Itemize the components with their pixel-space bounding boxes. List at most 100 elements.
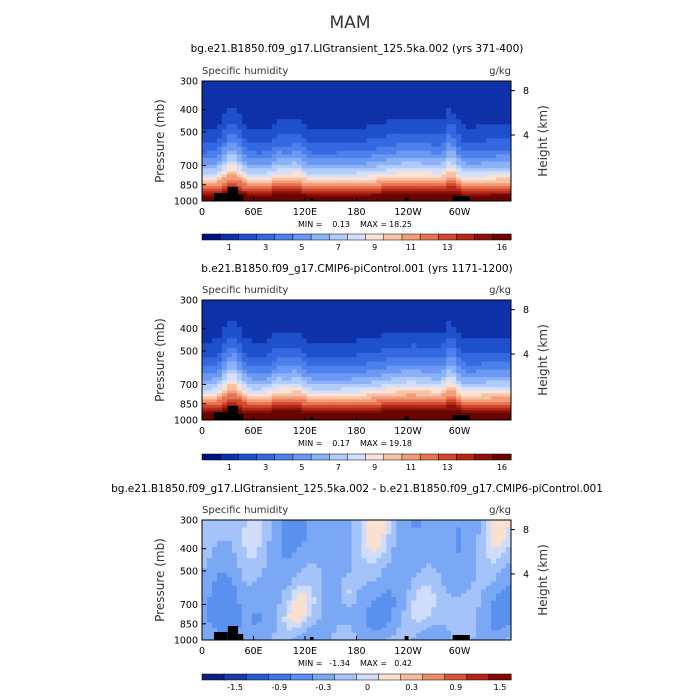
contour-cell [202,343,208,349]
contour-cell [376,138,382,144]
contour-cell [211,171,218,175]
contour-cell [496,185,502,190]
colorbar-swatch [201,233,221,241]
contour-cell [426,307,432,315]
colorbar-swatch [365,233,385,241]
contour-cell [246,361,253,367]
contour-cell [481,129,487,135]
contour-cell [506,365,512,371]
contour-cell [381,402,387,406]
contour-cell [296,161,303,166]
contour-cell [331,161,337,166]
contour-cell [326,101,332,109]
contour-cell [236,314,243,322]
contour-cell [491,390,497,394]
contour-cell [276,146,283,152]
contour-cell [231,589,238,594]
contour-cell [391,150,397,155]
contour-cell [506,171,512,175]
contour-cell [386,142,392,148]
contour-cell [291,196,298,200]
contour-cell [501,377,507,381]
contour-cell [256,348,263,354]
contour-cell [286,365,293,371]
contour-cell [271,307,278,315]
contour-cell [236,332,243,339]
contour-cell [446,129,452,135]
contour-cell [231,133,238,139]
contour-cell [306,520,313,528]
contour-cell [211,161,218,166]
contour-cell [216,410,223,414]
contour-cell [491,369,497,374]
contour-cell [241,307,248,315]
units-label: g/kg [489,505,511,516]
contour-cell [491,119,497,125]
contour-cell [276,81,283,89]
contour-cell [401,193,407,197]
contour-cell [206,158,213,162]
contour-cell [311,161,318,166]
contour-cell [451,119,457,125]
contour-cell [202,520,208,528]
contour-cell [226,146,233,152]
contour-cell [321,520,327,528]
contour-cell [386,552,392,559]
contour-cell [241,568,248,574]
contour-cell [386,540,392,548]
contour-cell [371,630,377,634]
contour-cell [286,637,293,641]
contour-cell [486,81,492,89]
contour-cell [431,380,437,385]
contour-cell [396,369,402,374]
contour-cell [431,417,437,421]
contour-cell [466,146,472,152]
contour-cell [281,146,288,152]
contour-cell [391,396,397,400]
contour-cell [202,365,208,371]
contour-cell [206,138,213,144]
contour-cell [371,527,377,535]
contour-cell [351,600,357,605]
contour-cell [301,520,308,528]
contour-cell [301,393,308,397]
contour-cell [486,361,492,367]
contour-cell [376,183,382,187]
contour-cell [216,607,223,611]
contour-cell [501,332,507,339]
contour-cell [411,81,417,89]
contour-cell [286,198,293,202]
contour-cell [361,327,367,334]
contour-cell [351,568,357,574]
contour-cell [331,402,337,406]
contour-cell [296,198,303,202]
contour-cell [246,183,253,187]
contour-cell [231,593,238,598]
contour-cell [356,133,362,139]
contour-cell [311,158,318,162]
contour-cell [506,307,512,315]
contour-cell [466,369,472,374]
contour-cell [202,95,208,103]
contour-cell [491,361,497,367]
contour-cell [281,387,288,391]
contour-cell [286,124,293,130]
contour-cell [326,88,332,96]
contour-cell [506,348,512,354]
y-axis-label: Pressure (mb) [153,318,167,402]
contour-cell [366,314,372,322]
contour-cell [391,124,397,130]
contour-cell [266,168,273,172]
contour-cell [271,572,278,578]
contour-cell [231,373,238,378]
contour-cell [202,393,208,397]
contour-cell [341,343,347,349]
contour-cell [331,415,337,419]
contour-cell [326,343,332,349]
contour-cell [281,113,288,120]
contour-cell [241,577,248,583]
contour-cell [471,188,477,192]
contour-cell [321,377,327,381]
contour-cell [446,396,452,400]
contour-cell [491,81,497,89]
